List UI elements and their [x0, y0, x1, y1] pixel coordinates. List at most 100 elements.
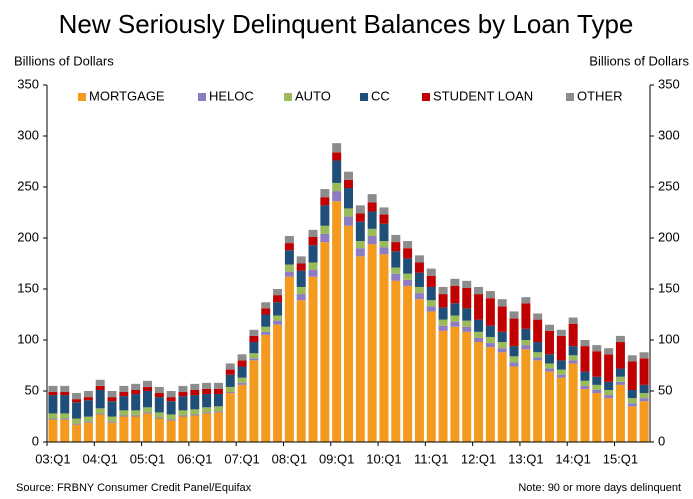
bar-segment	[261, 326, 271, 332]
bar-segment	[367, 244, 377, 442]
bar-segment	[604, 381, 614, 390]
bar-segment	[284, 250, 294, 265]
bar-segment	[308, 269, 318, 277]
bar-segment	[615, 342, 625, 369]
bar-segment	[143, 407, 152, 413]
bar-segment	[131, 394, 141, 411]
bar-segment	[273, 315, 283, 321]
bar-segment	[48, 385, 58, 393]
bar-segment	[450, 285, 460, 304]
bar-segment	[604, 398, 614, 442]
bar-segment	[403, 241, 413, 249]
bar-segment	[568, 355, 578, 361]
bar-segment	[60, 385, 70, 393]
bar-segment	[485, 291, 495, 299]
bar-segment	[497, 348, 507, 353]
bar-segment	[462, 308, 472, 321]
bar-segment	[615, 384, 625, 442]
bar-segment	[615, 335, 625, 343]
bar-segment	[462, 320, 472, 327]
bar-segment	[249, 329, 259, 336]
bar-segment	[545, 363, 554, 369]
legend-label: STUDENT LOAN	[433, 88, 533, 103]
bar-segment	[355, 256, 365, 442]
bar-segment	[497, 299, 507, 307]
bar-segment	[509, 362, 519, 367]
bar-segment	[213, 411, 223, 413]
bar-segment	[355, 221, 365, 242]
bar-segment	[296, 294, 306, 301]
bar-segment	[545, 324, 554, 331]
bar-segment	[580, 388, 590, 442]
bar-segment	[95, 414, 105, 442]
bar-segment	[509, 311, 519, 319]
bar-segment	[627, 361, 637, 390]
bar-segment	[462, 331, 472, 442]
bar-segment	[474, 294, 484, 320]
bar-segment	[107, 391, 117, 398]
x-tick-label: 15:Q1	[603, 451, 638, 466]
bar-segment	[627, 355, 637, 362]
bar-segment	[202, 412, 212, 414]
bar-segment	[296, 286, 306, 295]
bar-segment	[143, 391, 152, 408]
bar-segment	[225, 392, 235, 394]
bar-segment	[143, 413, 152, 442]
bar-segment	[509, 346, 519, 357]
y2-tick-label: 350	[658, 76, 680, 91]
note: Note: 90 or more days delinquent	[518, 482, 681, 494]
bar-segment	[426, 268, 436, 276]
bar-segment	[568, 363, 578, 442]
bar-segment	[320, 205, 330, 226]
bar-segment	[83, 421, 93, 423]
bar-segment	[403, 248, 413, 259]
bar-segment	[190, 414, 200, 416]
bar-segment	[379, 247, 389, 255]
x-tick-label: 07:Q1	[224, 451, 259, 466]
bar-segment	[284, 271, 294, 277]
bar-segment	[131, 383, 141, 390]
bar-segment	[320, 242, 330, 442]
y-tick-label: 50	[25, 382, 39, 397]
bar-segment	[367, 202, 377, 212]
bar-segment	[83, 416, 93, 422]
y-tick-label: 0	[32, 433, 39, 448]
bar-segment	[202, 394, 212, 408]
bar-segment	[545, 354, 554, 364]
bar-segment	[320, 197, 330, 206]
bar-segment	[332, 182, 342, 192]
bar-segment	[178, 410, 188, 416]
bar-segment	[450, 303, 460, 316]
bar-segment	[355, 213, 365, 222]
bar-segment	[72, 402, 82, 419]
bar-segment	[438, 325, 448, 331]
bar-segment	[627, 406, 637, 442]
bar-segment	[497, 306, 507, 332]
y2-tick-label: 100	[658, 331, 680, 346]
bar-segment	[178, 392, 188, 397]
legend-swatch	[566, 93, 574, 101]
bar-segment	[72, 424, 82, 442]
bar-segment	[190, 395, 200, 410]
bar-segment	[178, 385, 188, 393]
bar-segment	[60, 419, 70, 442]
bar-segment	[509, 366, 519, 442]
bar-segment	[615, 381, 625, 385]
bar-segment	[296, 263, 306, 271]
bar-segment	[261, 308, 271, 315]
bar-segment	[154, 397, 164, 413]
legend-swatch	[422, 93, 430, 101]
bar-segment	[60, 392, 70, 396]
bar-segment	[284, 264, 294, 272]
bar-segment	[332, 152, 342, 161]
bar-segment	[533, 357, 543, 361]
legend-swatch	[78, 93, 86, 101]
bar-segment	[521, 345, 531, 350]
x-tick-label: 09:Q1	[319, 451, 354, 466]
bar-segment	[391, 242, 401, 252]
bar-segment	[178, 416, 188, 442]
legend-label: OTHER	[577, 88, 623, 103]
bar-segment	[296, 270, 306, 287]
bar-segment	[154, 393, 164, 398]
bar-segment	[438, 330, 448, 442]
